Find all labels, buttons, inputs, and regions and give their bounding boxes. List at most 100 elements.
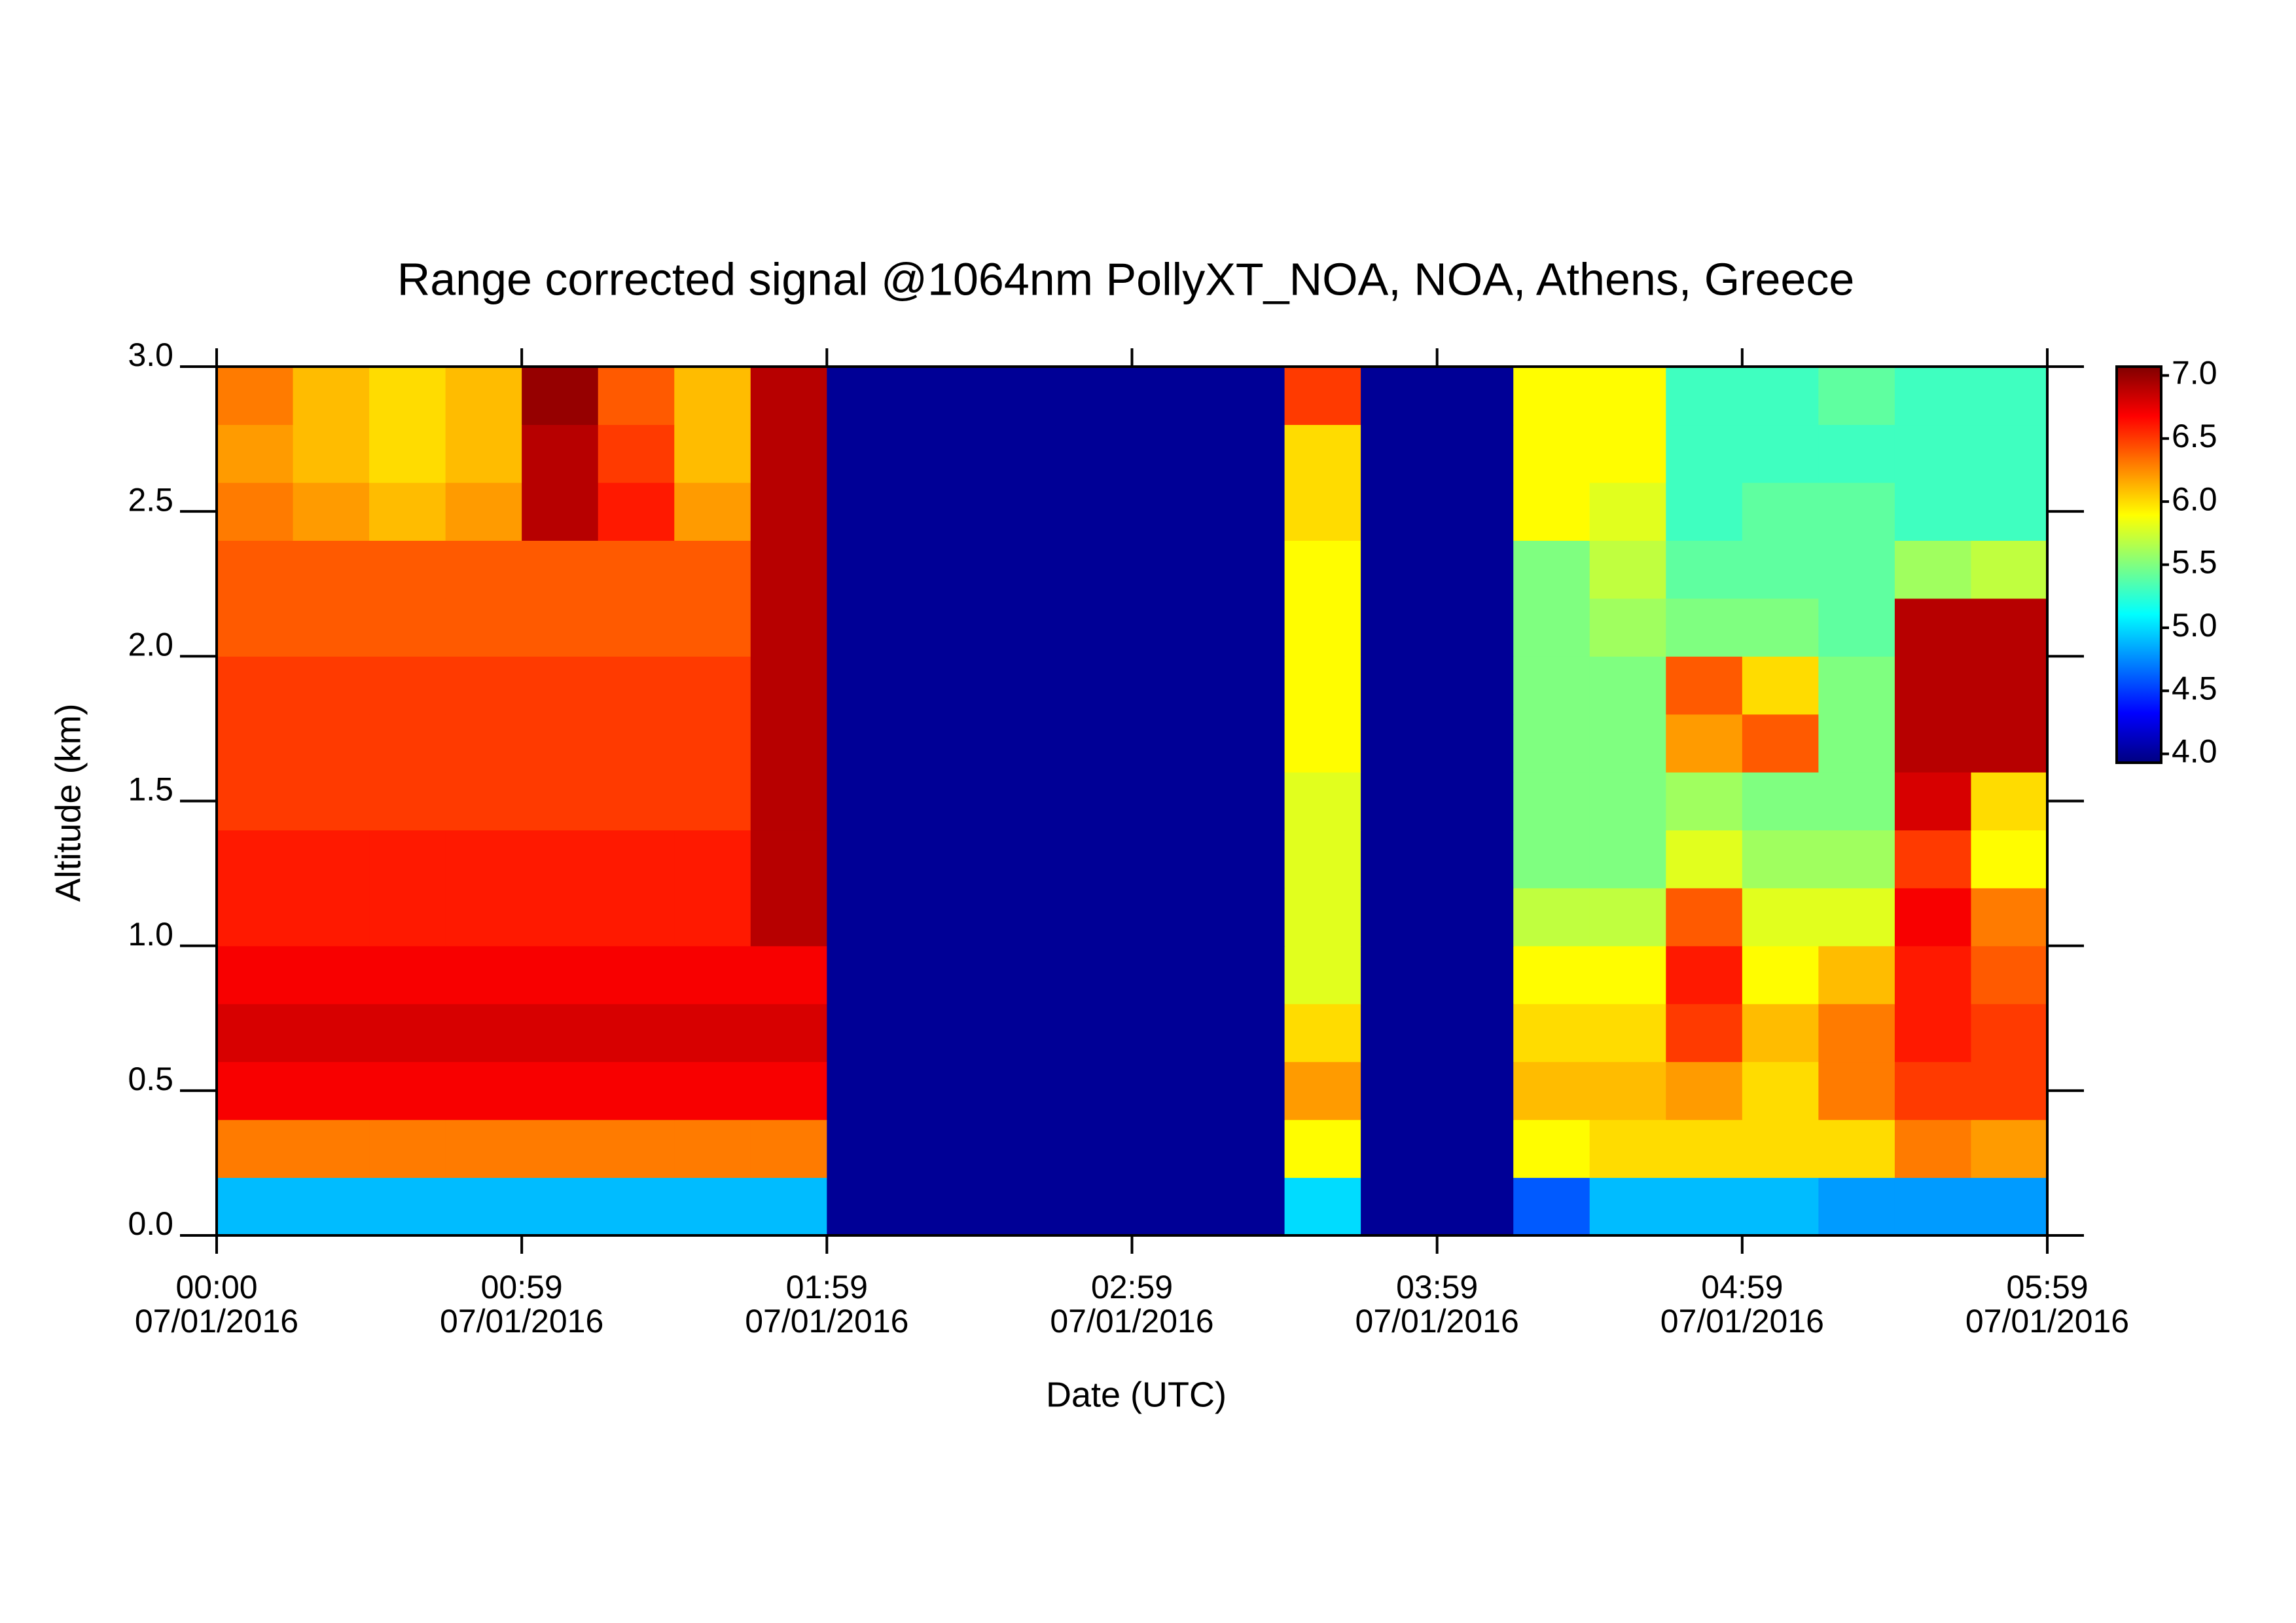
heatmap-cell [1971,598,2048,657]
heatmap-cell [1513,830,1590,888]
heatmap-cell [522,714,599,773]
heatmap-cell [1284,367,1361,426]
heatmap-cell [522,1061,599,1120]
x-tick-label: 00:00 [175,1269,257,1305]
heatmap-cell [1437,367,1514,426]
heatmap-cell [1894,714,1972,773]
heatmap-cell [1666,714,1743,773]
heatmap-cell [1971,656,2048,715]
heatmap-cell [369,424,446,483]
heatmap-cell [598,1120,675,1178]
colorbar-tick-label: 4.5 [2172,670,2217,706]
heatmap-cell [1208,945,1285,1004]
heatmap-cell [750,830,827,888]
heatmap-cell [1971,1061,2048,1120]
heatmap-cell [293,1177,370,1236]
heatmap-cell [445,1061,522,1120]
heatmap-cell [369,482,446,541]
heatmap-cell [1132,598,1209,657]
heatmap-cell [1742,888,1819,947]
heatmap-cell [1666,540,1743,599]
heatmap-cell [1589,482,1666,541]
heatmap-cell [369,714,446,773]
heatmap-cell [1361,482,1438,541]
heatmap-cell [445,424,522,483]
heatmap-cell [369,540,446,599]
heatmap-cell [1513,945,1590,1004]
x-tick-label: 01:59 [786,1269,868,1305]
heatmap-cell [1132,714,1209,773]
heatmap-cell [979,714,1056,773]
heatmap-cell [217,424,294,483]
heatmap-cell [1894,772,1972,831]
heatmap-cell [1666,1061,1743,1120]
x-tick-label: 03:59 [1396,1269,1478,1305]
heatmap-cell [1361,540,1438,599]
heatmap-cell [445,1177,522,1236]
heatmap-cell [1818,830,1895,888]
heatmap-cell [1208,1004,1285,1063]
heatmap-cell [1513,772,1590,831]
heatmap-cell [1666,598,1743,657]
heatmap-cell [369,945,446,1004]
heatmap-cell [1055,714,1133,773]
heatmap-cell [522,540,599,599]
heatmap-cell [217,1004,294,1063]
heatmap-cell [217,1177,294,1236]
heatmap-cell [1437,1004,1514,1063]
heatmap-cell [979,830,1056,888]
heatmap-cell [1666,1120,1743,1178]
heatmap-cell [522,1004,599,1063]
heatmap-cell [522,598,599,657]
y-tick-label: 3.0 [128,337,173,373]
heatmap-cell [1818,1004,1895,1063]
heatmap-cell [293,888,370,947]
colorbar-tick-label: 5.5 [2172,544,2217,581]
heatmap-cell [522,1177,599,1236]
heatmap-cell [1589,945,1666,1004]
heatmap-cell [445,540,522,599]
heatmap-cell [1284,540,1361,599]
heatmap-cell [1284,1120,1361,1178]
heatmap-cell [1894,1004,1972,1063]
heatmap-cell [1513,656,1590,715]
heatmap-cell [1208,424,1285,483]
heatmap-cell [1284,1177,1361,1236]
heatmap-cell [903,888,980,947]
heatmap-cell [1132,888,1209,947]
heatmap-cell [827,945,904,1004]
heatmap-cell [979,1061,1056,1120]
heatmap-cell [1818,367,1895,426]
heatmap-cell [1208,598,1285,657]
heatmap-cell [598,772,675,831]
heatmap-cell [827,367,904,426]
heatmap-cell [1666,482,1743,541]
heatmap-cell [1894,945,1972,1004]
heatmap-cell [1208,1120,1285,1178]
heatmap-cell [445,1004,522,1063]
heatmap-cell [217,830,294,888]
heatmap-cell [674,482,751,541]
heatmap-cell [1894,1120,1972,1178]
heatmap-cell [903,714,980,773]
heatmap-cell [827,888,904,947]
heatmap-cell [217,540,294,599]
colorbar-tick-label: 7.0 [2172,355,2217,392]
heatmap-cell [1742,598,1819,657]
heatmap-cell [979,656,1056,715]
heatmap-cell [369,1061,446,1120]
heatmap-cell [522,830,599,888]
heatmap-cell [1513,888,1590,947]
heatmap-cell [598,945,675,1004]
heatmap-cell [674,1177,751,1236]
heatmap-cell [1437,424,1514,483]
heatmap-cell [827,1061,904,1120]
heatmap-cell [979,1177,1056,1236]
heatmap-cell [674,598,751,657]
heatmap-cell [1437,772,1514,831]
heatmap-cell [293,1120,370,1178]
heatmap-cell [827,598,904,657]
heatmap-cell [217,888,294,947]
heatmap-cell [217,367,294,426]
